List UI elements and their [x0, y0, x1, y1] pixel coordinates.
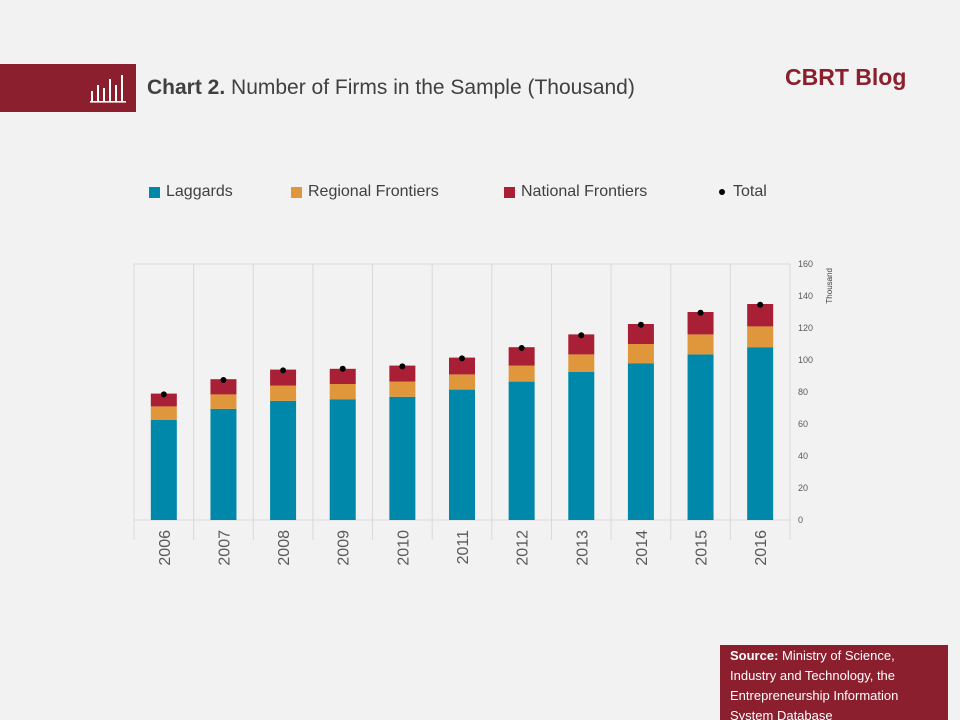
- total-marker: [399, 363, 406, 370]
- brand-logo: CBRT Blog: [785, 64, 907, 90]
- total-marker: [757, 301, 764, 308]
- chart-title-text: Number of Firms in the Sample (Thousand): [231, 76, 635, 99]
- bar-segment-laggards: [270, 400, 297, 520]
- bar-segment-national-frontiers: [687, 312, 714, 335]
- y-tick-label: 100: [798, 355, 813, 365]
- chart-number: Chart 2.: [147, 76, 226, 99]
- chart-title: Chart 2. Number of Firms in the Sample (…: [147, 76, 635, 100]
- total-marker: [578, 332, 585, 339]
- bar-segment-laggards: [747, 347, 774, 520]
- bar-segment-national-frontiers: [150, 393, 177, 407]
- legend-item-regional-frontiers: Regional Frontiers: [291, 183, 439, 201]
- x-tick-label: 2012: [515, 530, 532, 566]
- bar-segment-regional-frontiers: [329, 384, 356, 400]
- x-tick-label: 2010: [395, 530, 412, 566]
- source-text: Ministry of Science, Industry and Techno…: [730, 648, 899, 720]
- bar-segment-laggards: [568, 372, 595, 520]
- bar-segment-laggards: [329, 399, 356, 520]
- bar-segment-laggards: [210, 408, 237, 520]
- bar-segment-national-frontiers: [568, 334, 595, 355]
- bar-segment-national-frontiers: [747, 304, 774, 327]
- bar-segment-laggards: [150, 420, 177, 520]
- bar-segment-laggards: [627, 363, 654, 520]
- bar-segment-laggards: [687, 354, 714, 520]
- y-tick-label: 120: [798, 323, 813, 333]
- chart-legend: Laggards Regional Frontiers National Fro…: [0, 183, 960, 205]
- bar-segment-laggards: [449, 389, 475, 520]
- bar-segment-laggards: [508, 381, 535, 520]
- bar-segment-national-frontiers: [627, 324, 654, 344]
- x-tick-label: 2015: [694, 530, 711, 566]
- bar-segment-regional-frontiers: [210, 394, 237, 409]
- bar-segment-regional-frontiers: [508, 365, 535, 382]
- legend-label-total: Total: [733, 183, 767, 200]
- x-tick-label: 2013: [574, 530, 591, 566]
- bar-segment-laggards: [389, 396, 416, 520]
- total-marker: [339, 365, 346, 372]
- x-tick-label: 2007: [216, 530, 233, 566]
- x-tick-label: 2006: [157, 530, 174, 566]
- x-tick-label: 2008: [276, 530, 293, 566]
- bar-segment-national-frontiers: [449, 357, 475, 375]
- legend-item-total: Total: [719, 183, 767, 201]
- bar-segment-national-frontiers: [508, 347, 535, 366]
- bar-segment-regional-frontiers: [687, 334, 714, 355]
- x-tick-label: 2016: [753, 530, 770, 566]
- legend-swatch-regional-frontiers: [291, 186, 302, 198]
- y-tick-label: 60: [798, 419, 808, 429]
- bar-segment-regional-frontiers: [389, 381, 416, 397]
- legend-dot-total: [719, 189, 725, 195]
- bar-segment-regional-frontiers: [747, 326, 774, 348]
- y-tick-label: 80: [798, 387, 808, 397]
- total-marker: [160, 391, 167, 398]
- bar-segment-national-frontiers: [329, 368, 356, 384]
- bar-segment-national-frontiers: [270, 369, 297, 386]
- total-marker: [518, 345, 525, 351]
- source-note: Source: Ministry of Science, Industry an…: [720, 645, 948, 720]
- y-tick-label: 0: [798, 515, 803, 525]
- legend-item-national-frontiers: National Frontiers: [504, 183, 647, 201]
- legend-label-national-frontiers: National Frontiers: [521, 183, 648, 200]
- total-marker: [220, 377, 227, 383]
- y-tick-label: 20: [798, 483, 808, 493]
- bar-segment-regional-frontiers: [270, 385, 297, 401]
- bar-segment-regional-frontiers: [627, 344, 654, 364]
- total-marker: [459, 355, 465, 362]
- bar-segment-regional-frontiers: [150, 406, 177, 420]
- bar-segment-national-frontiers: [389, 365, 416, 382]
- legend-swatch-laggards: [149, 186, 160, 198]
- bar-segment-regional-frontiers: [568, 354, 595, 372]
- x-tick-label: 2014: [634, 530, 651, 566]
- y-tick-label: 160: [798, 259, 813, 269]
- legend-label-laggards: Laggards: [166, 183, 233, 200]
- total-marker: [697, 309, 704, 316]
- source-label: Source:: [730, 648, 779, 663]
- bar-segment-regional-frontiers: [449, 374, 475, 390]
- y-tick-label: 140: [798, 291, 813, 301]
- y-tick-label: 40: [798, 451, 808, 461]
- x-tick-label: 2009: [336, 530, 353, 566]
- y-axis-label: Thousand: [825, 268, 834, 304]
- legend-label-regional-frontiers: Regional Frontiers: [308, 183, 439, 200]
- x-tick-label: 2011: [455, 530, 472, 565]
- bar-chart-icon: [90, 75, 126, 103]
- bar-segment-national-frontiers: [210, 379, 237, 395]
- legend-item-laggards: Laggards: [149, 183, 233, 201]
- legend-swatch-national-frontiers: [504, 186, 515, 198]
- total-marker: [280, 367, 287, 374]
- total-marker: [637, 321, 644, 328]
- title-band: [0, 64, 136, 112]
